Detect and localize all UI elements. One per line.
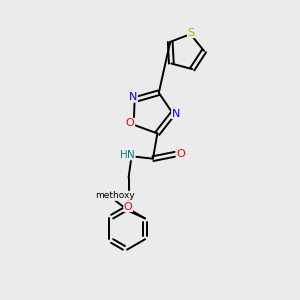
Text: N: N [128, 150, 135, 160]
Text: H: H [120, 150, 128, 160]
Text: O: O [126, 118, 135, 128]
Text: N: N [129, 92, 137, 102]
Text: N: N [172, 109, 180, 118]
Text: O: O [176, 148, 185, 159]
Text: O: O [124, 202, 133, 212]
Text: methoxy: methoxy [95, 191, 135, 200]
Text: S: S [188, 28, 195, 38]
